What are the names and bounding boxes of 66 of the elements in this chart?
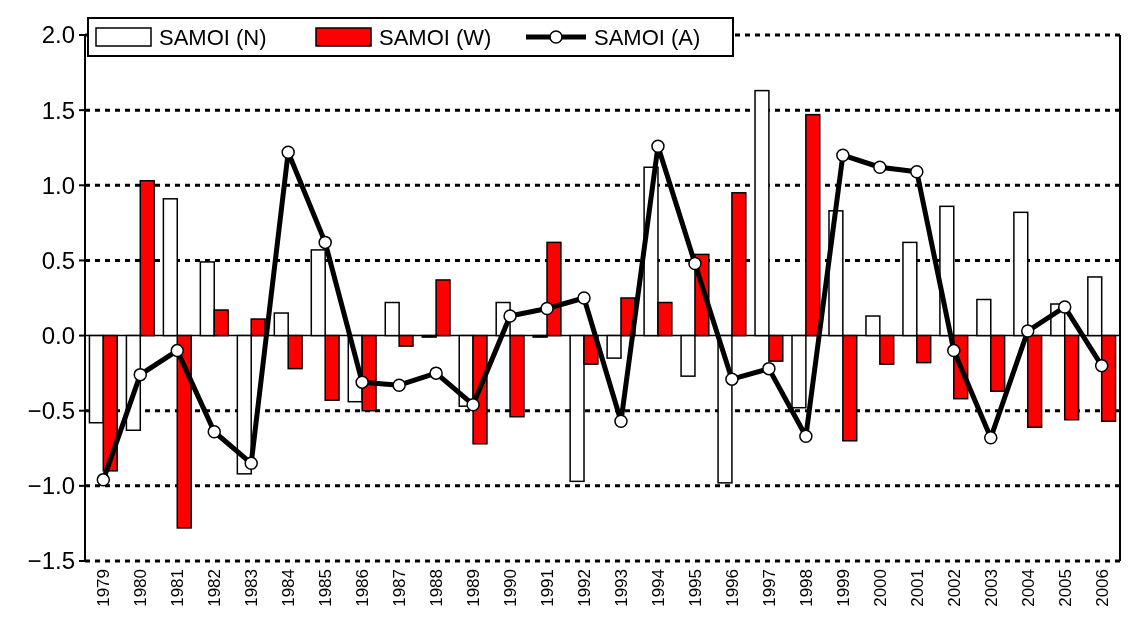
x-tick-label: 2000 [870, 569, 890, 607]
point [96, 473, 111, 487]
point [614, 414, 628, 428]
legend-label: SAMOI (W) [379, 24, 492, 50]
x-tick-label: 2003 [981, 569, 1001, 607]
point [836, 148, 850, 162]
y-tick-label: −1.0 [27, 472, 75, 500]
x-tick-label: 2001 [907, 569, 927, 607]
x-tick-label: 1988 [427, 569, 447, 607]
legend-label: SAMOI (N) [159, 24, 267, 50]
y-tick-label: 2.0 [41, 21, 75, 49]
x-tick-label: 1986 [353, 569, 373, 607]
point [170, 343, 185, 358]
point [355, 375, 369, 389]
x-tick-label: 1981 [168, 569, 188, 607]
point [577, 291, 591, 305]
x-tick-label: 1992 [575, 569, 595, 607]
x-tick-label: 1987 [390, 569, 410, 607]
x-tick-label: 1993 [611, 569, 631, 607]
x-tick-label: 1999 [833, 569, 853, 607]
x-tick-label: 1997 [759, 569, 779, 607]
point [244, 456, 258, 471]
x-tick-label: 1983 [242, 569, 262, 607]
x-tick-label: 1990 [501, 569, 521, 607]
x-tick-label: 1996 [722, 569, 742, 607]
point [984, 431, 998, 445]
x-tick-label: 1982 [205, 569, 225, 607]
x-tick-label: 1979 [94, 569, 114, 607]
y-tick-label: −0.5 [27, 397, 75, 425]
x-tick-label: 1980 [131, 569, 151, 607]
x-tick-label: 1998 [796, 569, 816, 607]
x-tick-label: 2006 [1092, 569, 1112, 607]
x-tick-label: 1984 [279, 569, 299, 607]
x-tick-label: 2004 [1018, 569, 1038, 607]
point [133, 367, 148, 382]
x-tick-label: 1989 [464, 569, 484, 607]
point [540, 301, 554, 316]
y-tick-label: −1.5 [27, 547, 75, 575]
point [392, 378, 406, 392]
x-tick-label: 2002 [944, 569, 964, 607]
point [725, 372, 739, 386]
x-tick-label: 2005 [1055, 569, 1075, 607]
point [947, 343, 961, 358]
legend-label: SAMOI (A) [594, 24, 701, 50]
point [651, 139, 665, 153]
x-tick-label: 1994 [648, 569, 668, 607]
point [318, 235, 332, 250]
y-tick-label: 1.0 [41, 171, 75, 199]
point [688, 256, 702, 271]
point [429, 366, 443, 380]
x-tick-label: 1985 [316, 569, 336, 607]
point [281, 145, 295, 159]
point [799, 429, 813, 444]
y-tick-label: 0.0 [41, 321, 75, 349]
x-tick-label: 1991 [538, 569, 558, 607]
point [873, 160, 887, 174]
point [207, 425, 221, 439]
point [1094, 358, 1109, 373]
y-tick-label: 1.5 [41, 96, 75, 124]
point [1020, 324, 1035, 338]
y-tick-label: 0.5 [41, 246, 75, 274]
x-tick-label: 1995 [685, 569, 705, 607]
point [910, 165, 924, 179]
point [1057, 300, 1072, 314]
point [466, 397, 480, 412]
point [762, 361, 776, 376]
